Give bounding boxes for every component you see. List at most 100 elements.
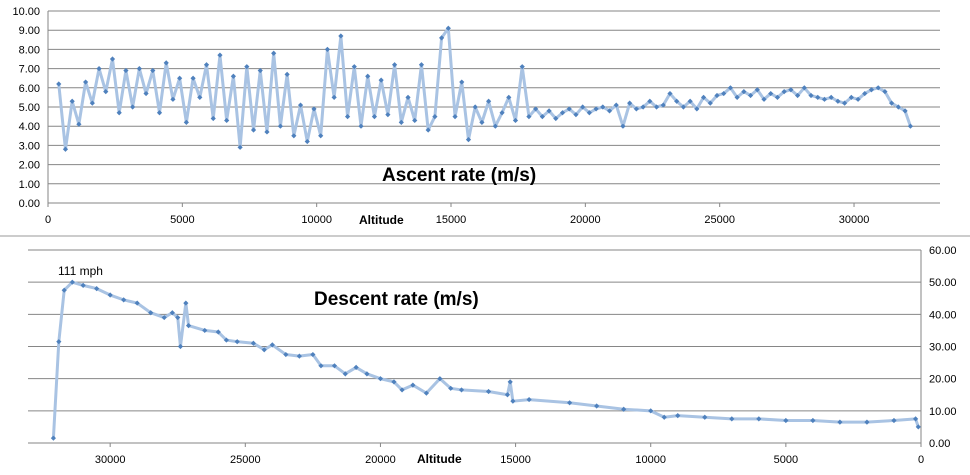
- data-point-marker: [50, 435, 57, 441]
- data-point-marker: [593, 106, 599, 112]
- data-point-marker: [391, 62, 398, 68]
- data-point-marker: [848, 94, 854, 100]
- data-point-marker: [907, 123, 914, 129]
- data-point-marker: [169, 310, 175, 316]
- data-point-marker: [439, 35, 445, 41]
- data-point-marker: [190, 75, 196, 81]
- data-point-marker: [185, 322, 192, 329]
- data-point-marker: [675, 413, 681, 419]
- data-point-marker: [284, 71, 290, 77]
- data-point-marker: [546, 108, 552, 114]
- data-point-marker: [175, 314, 181, 321]
- data-point-marker: [203, 62, 210, 68]
- data-point-marker: [754, 87, 760, 93]
- x-tick-label: 20000: [570, 214, 601, 226]
- data-point-marker: [304, 138, 310, 145]
- data-point-marker: [399, 387, 405, 393]
- data-point-marker: [121, 297, 127, 303]
- x-tick-label: 20000: [365, 454, 396, 466]
- data-point-marker: [567, 400, 573, 406]
- data-point-marker: [774, 94, 781, 100]
- y-tick-label: 60.00: [929, 245, 957, 257]
- y-tick-label: 0.00: [19, 198, 40, 210]
- data-point-marker: [864, 419, 870, 425]
- data-point-marker: [862, 90, 868, 97]
- data-point-marker: [183, 119, 189, 125]
- data-point-marker: [136, 66, 142, 72]
- series-line: [51, 280, 920, 439]
- data-point-marker: [553, 115, 559, 122]
- data-point-marker: [107, 292, 113, 298]
- data-point-marker: [700, 94, 707, 100]
- data-point-marker: [237, 144, 243, 150]
- data-point-marker: [510, 398, 516, 404]
- data-point-marker: [586, 110, 592, 116]
- data-point-marker: [702, 414, 708, 420]
- data-point-marker: [80, 282, 86, 288]
- data-point-marker: [882, 89, 888, 95]
- peak-speed-annotation: 111 mph: [58, 264, 103, 278]
- y-tick-label: 50.00: [929, 277, 957, 289]
- data-point-marker: [526, 396, 532, 403]
- x-tick-label: 30000: [95, 454, 126, 466]
- data-point-marker: [835, 98, 841, 104]
- data-point-marker: [351, 64, 357, 70]
- y-tick-label: 20.00: [929, 374, 957, 386]
- data-point-marker: [533, 106, 539, 112]
- data-point-marker: [163, 60, 169, 66]
- x-tick-label: 10000: [635, 454, 666, 466]
- data-point-marker: [269, 342, 275, 348]
- data-point-marker: [492, 123, 498, 129]
- data-point-marker: [244, 64, 250, 70]
- data-point-marker: [504, 392, 511, 398]
- x-tick-label: 5000: [170, 214, 194, 226]
- data-point-marker: [889, 100, 895, 106]
- data-point-marker: [606, 108, 613, 114]
- data-point-marker: [311, 106, 317, 112]
- ascent-x-ticks: 0 5000 10000 15000 20000 25000 30000: [45, 203, 869, 226]
- data-point-marker: [519, 64, 525, 70]
- data-point-marker: [353, 364, 359, 371]
- data-point-marker: [448, 385, 454, 391]
- ascent-rate-chart: 0.00 1.00 2.00 3.00 4.00 5.00 6.00 7.00 8.00 9.00…: [12, 6, 940, 227]
- data-point-marker: [573, 112, 579, 118]
- data-point-marker: [512, 117, 519, 124]
- data-point-marker: [69, 98, 75, 104]
- data-point-marker: [56, 81, 62, 87]
- y-tick-label: 3.00: [19, 140, 40, 152]
- data-point-marker: [788, 87, 794, 93]
- y-tick-label: 30.00: [929, 342, 957, 354]
- data-point-marker: [418, 62, 425, 68]
- data-point-marker: [600, 104, 606, 110]
- data-point-marker: [539, 114, 545, 120]
- data-point-marker: [183, 300, 189, 306]
- data-point-marker: [385, 112, 391, 118]
- data-point-marker: [768, 90, 774, 97]
- x-tick-label: 10000: [301, 214, 332, 226]
- data-point-marker: [223, 337, 229, 343]
- data-point-marker: [342, 371, 348, 377]
- x-tick-label: 15000: [500, 454, 531, 466]
- data-point-marker: [452, 114, 458, 120]
- data-point-marker: [134, 300, 140, 306]
- data-point-marker: [310, 351, 316, 358]
- data-point-marker: [559, 110, 566, 116]
- data-point-marker: [202, 327, 208, 334]
- y-tick-label: 7.00: [19, 64, 40, 76]
- data-point-marker: [801, 85, 807, 91]
- data-point-marker: [499, 110, 505, 116]
- data-point-marker: [694, 106, 700, 112]
- data-point-marker: [507, 379, 513, 385]
- data-point-marker: [437, 376, 443, 382]
- data-point-marker: [674, 98, 680, 104]
- data-point-marker: [648, 408, 654, 414]
- data-point-marker: [566, 106, 572, 112]
- data-point-marker: [506, 94, 512, 100]
- data-point-marker: [150, 67, 156, 74]
- series-line: [57, 26, 912, 151]
- y-tick-label: 9.00: [19, 25, 40, 37]
- data-point-marker: [465, 137, 472, 143]
- y-tick-label: 40.00: [929, 309, 957, 321]
- data-point-marker: [257, 67, 263, 74]
